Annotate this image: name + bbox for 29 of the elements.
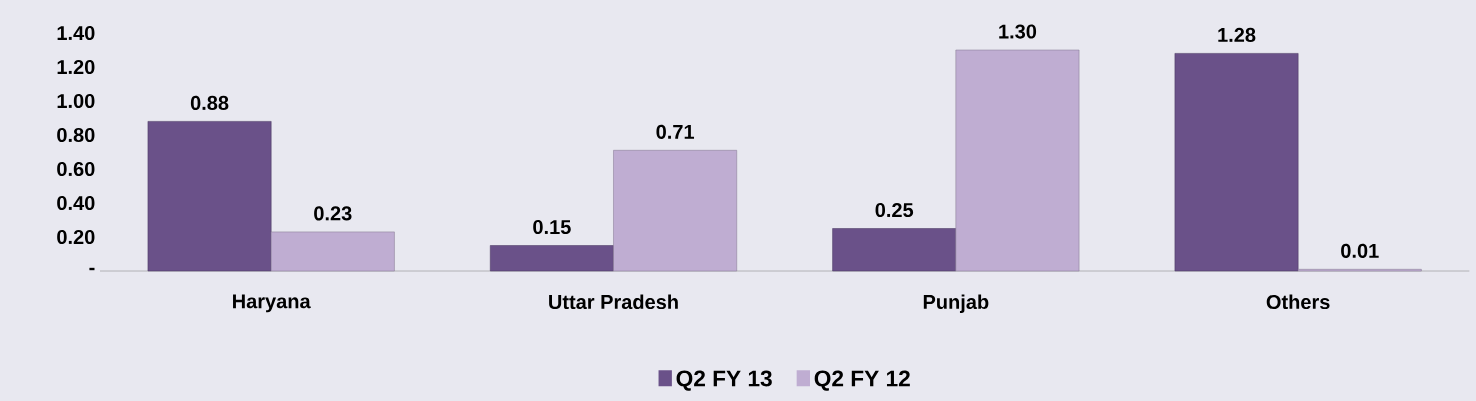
data-label: 1.28 <box>1218 27 1256 43</box>
data-label: 1.30 <box>999 24 1037 39</box>
y-tick-label: 1.20 <box>57 59 95 75</box>
x-tick-label: Uttar Pradesh <box>549 294 678 310</box>
y-tick-label: 0.20 <box>57 229 95 245</box>
bar <box>270 231 395 272</box>
data-label: 0.71 <box>656 124 695 139</box>
y-tick-label: - <box>89 267 95 271</box>
bar <box>1174 53 1299 272</box>
y-tick-label: 0.60 <box>57 161 95 177</box>
bar <box>832 228 957 272</box>
data-label: 0.88 <box>190 95 229 111</box>
legend-label: Q2 FY 12 <box>814 370 910 391</box>
bar <box>489 245 614 272</box>
data-label: 0.23 <box>314 206 352 221</box>
y-tick-label: 1.40 <box>57 25 95 41</box>
bar <box>955 49 1080 272</box>
y-tick-label: 0.40 <box>57 195 95 211</box>
data-label: 0.01 <box>1341 243 1379 258</box>
data-label: 0.25 <box>875 202 914 218</box>
data-label: 0.15 <box>533 219 571 235</box>
bar <box>147 121 272 272</box>
x-tick-label: Others <box>1266 294 1330 310</box>
bar <box>613 150 738 272</box>
x-tick-label: Haryana <box>233 294 311 313</box>
y-tick-label: 1.00 <box>57 93 95 109</box>
x-tick-label: Punjab <box>923 294 989 314</box>
legend-label: Q2 FY 13 <box>676 370 772 391</box>
y-tick-label: 0.80 <box>57 127 95 143</box>
